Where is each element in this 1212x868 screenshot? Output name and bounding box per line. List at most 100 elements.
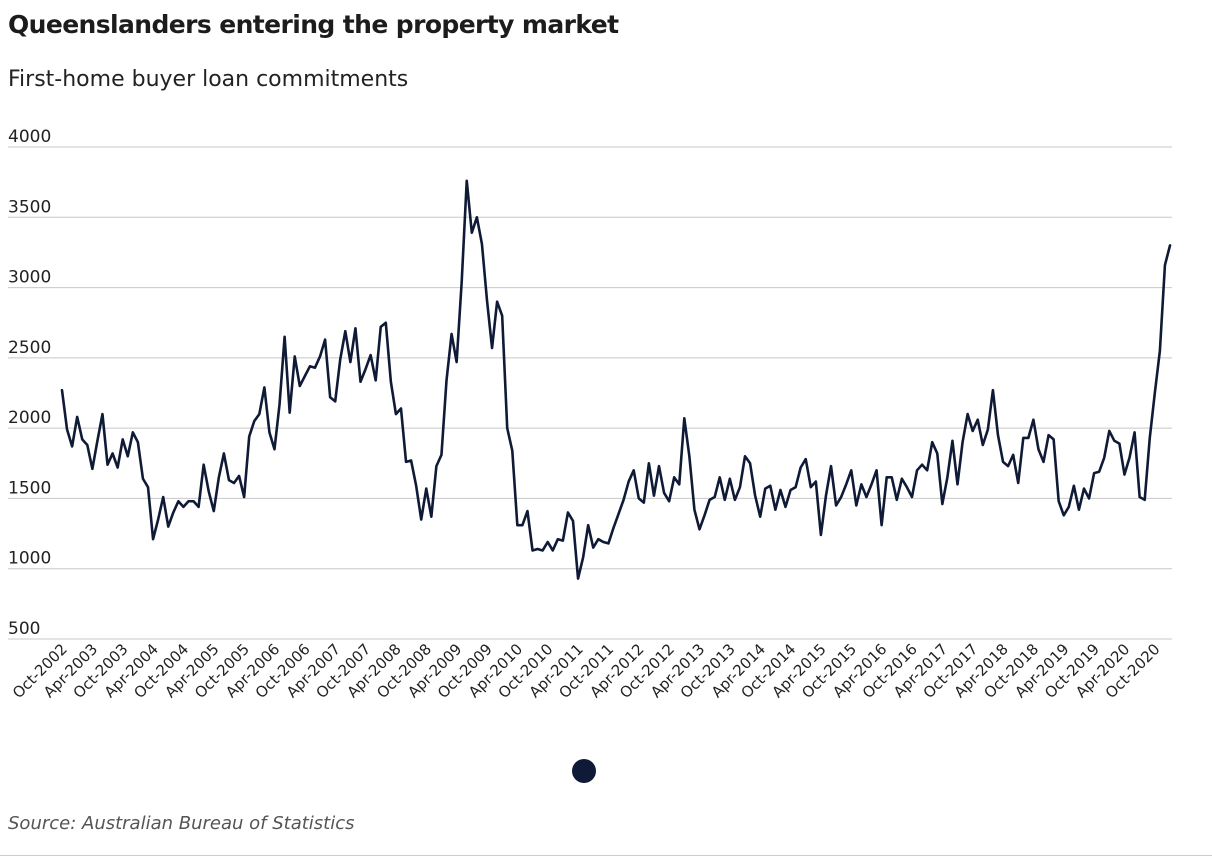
data-point (763, 486, 768, 491)
data-point (161, 495, 166, 500)
data-point (1107, 428, 1112, 433)
data-point (515, 523, 520, 528)
data-point (899, 476, 904, 481)
data-point (1051, 437, 1056, 442)
y-tick-label: 2000 (8, 408, 51, 428)
data-point (753, 493, 758, 498)
data-point (110, 451, 115, 456)
data-point (368, 353, 373, 358)
data-point (156, 517, 161, 522)
data-point (651, 493, 656, 498)
data-point (626, 479, 631, 484)
data-point (722, 497, 727, 502)
data-point (201, 462, 206, 467)
data-point (1061, 513, 1066, 518)
data-point (257, 412, 262, 417)
data-point (484, 298, 489, 303)
data-point (737, 485, 742, 490)
pager-dot[interactable] (572, 759, 596, 783)
data-point (743, 454, 748, 459)
data-point (1157, 348, 1162, 353)
data-point (140, 476, 145, 481)
data-point (1117, 441, 1122, 446)
y-tick-label: 3500 (8, 197, 51, 217)
data-point (1046, 433, 1051, 438)
data-point (490, 346, 495, 351)
data-point (242, 495, 247, 500)
data-point (1127, 455, 1132, 460)
data-point (1026, 435, 1031, 440)
data-point (965, 412, 970, 417)
data-point (434, 464, 439, 469)
data-point (717, 475, 722, 480)
series-line (60, 179, 1172, 580)
data-point (1011, 452, 1016, 457)
data-point (267, 430, 272, 435)
data-point (272, 447, 277, 452)
series-layer (60, 179, 1173, 580)
data-point (1087, 496, 1092, 501)
data-point (621, 497, 626, 502)
data-point (65, 427, 70, 432)
data-point (778, 487, 783, 492)
data-point (672, 475, 677, 480)
y-tick-label: 4000 (8, 127, 51, 147)
data-point (889, 475, 894, 480)
data-point (677, 482, 682, 487)
data-point (560, 538, 565, 543)
data-point (373, 378, 378, 383)
data-point (727, 476, 732, 481)
data-point (302, 374, 307, 379)
data-point (495, 299, 500, 304)
data-point (1031, 417, 1036, 422)
data-point (798, 465, 803, 470)
data-point (1147, 435, 1152, 440)
chart-subtitle: First-home buyer loan commitments (8, 67, 409, 92)
x-axis-ticks: Oct-2002Apr-2003Oct-2003Apr-2004Oct-2004… (9, 640, 1164, 702)
data-point (135, 440, 140, 445)
data-point (803, 457, 808, 462)
data-point (1076, 507, 1081, 512)
data-point (1168, 243, 1173, 248)
data-point (682, 416, 687, 421)
data-point (935, 451, 940, 456)
data-point (216, 475, 221, 480)
data-point (383, 320, 388, 325)
y-axis-ticks: 500 1000 1500 2000 2500 3000 3500 4000 (8, 127, 51, 639)
data-point (975, 417, 980, 422)
data-point (206, 489, 211, 494)
data-point (388, 379, 393, 384)
data-point (1132, 430, 1137, 435)
data-point (788, 487, 793, 492)
chart-title: Queenslanders entering the property mark… (8, 10, 619, 39)
data-point (925, 468, 930, 473)
data-point (520, 523, 525, 528)
data-point (611, 525, 616, 530)
data-point (808, 485, 813, 490)
data-point (844, 482, 849, 487)
data-point (404, 459, 409, 464)
data-point (115, 465, 120, 470)
data-point (955, 482, 960, 487)
data-point (323, 337, 328, 342)
data-point (75, 414, 80, 419)
data-point (606, 541, 611, 546)
data-point (535, 547, 540, 552)
data-point (540, 548, 545, 553)
data-point (120, 437, 125, 442)
data-point (783, 504, 788, 509)
data-point (505, 426, 510, 431)
data-point (1142, 497, 1147, 502)
data-point (555, 537, 560, 542)
data-point (636, 496, 641, 501)
data-point (581, 555, 586, 560)
data-point (186, 499, 191, 504)
data-point (176, 499, 181, 504)
data-point (1137, 495, 1142, 500)
data-point (429, 514, 434, 519)
data-point (297, 383, 302, 388)
data-point (474, 215, 479, 220)
source-note: Source: Australian Bureau of Statistics (8, 813, 355, 834)
data-point (565, 510, 570, 515)
data-point (601, 540, 606, 545)
